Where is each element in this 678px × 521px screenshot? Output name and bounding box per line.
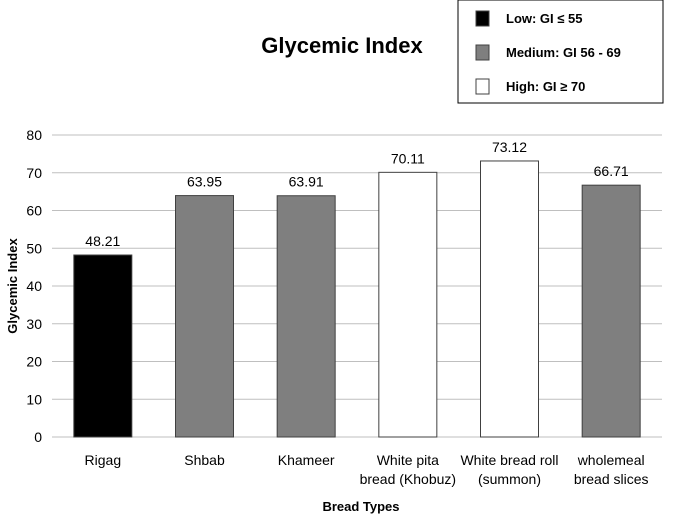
x-tick-label: bread (Khobuz) — [360, 471, 457, 487]
legend-swatch — [475, 78, 490, 95]
x-tick-label: Rigag — [85, 452, 122, 468]
y-tick-label: 50 — [26, 240, 42, 256]
legend-label: High: GI ≥ 70 — [506, 79, 585, 94]
bar — [175, 195, 234, 438]
y-tick-label: 40 — [26, 278, 42, 294]
bar — [276, 195, 336, 438]
y-tick-label: 30 — [26, 316, 42, 332]
x-tick-label: Khameer — [278, 452, 335, 468]
gridlines — [52, 134, 662, 438]
data-label: 63.91 — [289, 174, 324, 190]
chart-title: Glycemic Index — [261, 33, 423, 58]
legend: Low: GI ≤ 55 Medium: GI 56 - 69 High: GI ≥… — [457, 0, 664, 104]
y-tick-label: 20 — [26, 354, 42, 370]
data-label: 63.95 — [187, 174, 222, 190]
bar — [378, 171, 438, 438]
y-axis-label: Glycemic Index — [5, 238, 20, 334]
bar — [480, 160, 539, 438]
data-labels: 48.21 63.95 63.91 70.11 73.12 66.71 — [85, 139, 629, 249]
y-tick-label: 80 — [26, 127, 42, 143]
bars — [73, 160, 641, 438]
x-tick-label: wholemeal — [577, 452, 645, 468]
legend-label: Medium: GI 56 - 69 — [506, 45, 621, 60]
data-label: 66.71 — [594, 163, 629, 179]
x-tick-label: Shbab — [184, 452, 225, 468]
data-label: 48.21 — [85, 233, 120, 249]
x-tick-label: White bread roll — [460, 452, 558, 468]
x-axis-ticks: Rigag Shbab Khameer White pita bread (Khobuz… — [85, 452, 649, 487]
legend-swatch — [475, 10, 490, 27]
x-axis-label: Bread Types — [322, 499, 399, 514]
bar — [581, 184, 641, 438]
data-label: 70.11 — [391, 150, 425, 166]
legend-swatch — [475, 44, 490, 61]
legend-box — [457, 0, 664, 104]
data-label: 73.12 — [492, 139, 527, 155]
legend-label: Low: GI ≤ 55 — [506, 11, 582, 26]
x-tick-label: White pita — [377, 452, 439, 468]
x-tick-label: bread slices — [574, 471, 649, 487]
y-tick-label: 70 — [26, 165, 42, 181]
y-tick-label: 60 — [26, 203, 42, 219]
y-tick-label: 0 — [34, 429, 42, 445]
x-tick-label: (summon) — [478, 471, 541, 487]
bar — [73, 254, 133, 438]
y-axis-ticks: 0 10 20 30 40 50 60 70 80 — [26, 127, 42, 445]
y-tick-label: 10 — [26, 391, 42, 407]
